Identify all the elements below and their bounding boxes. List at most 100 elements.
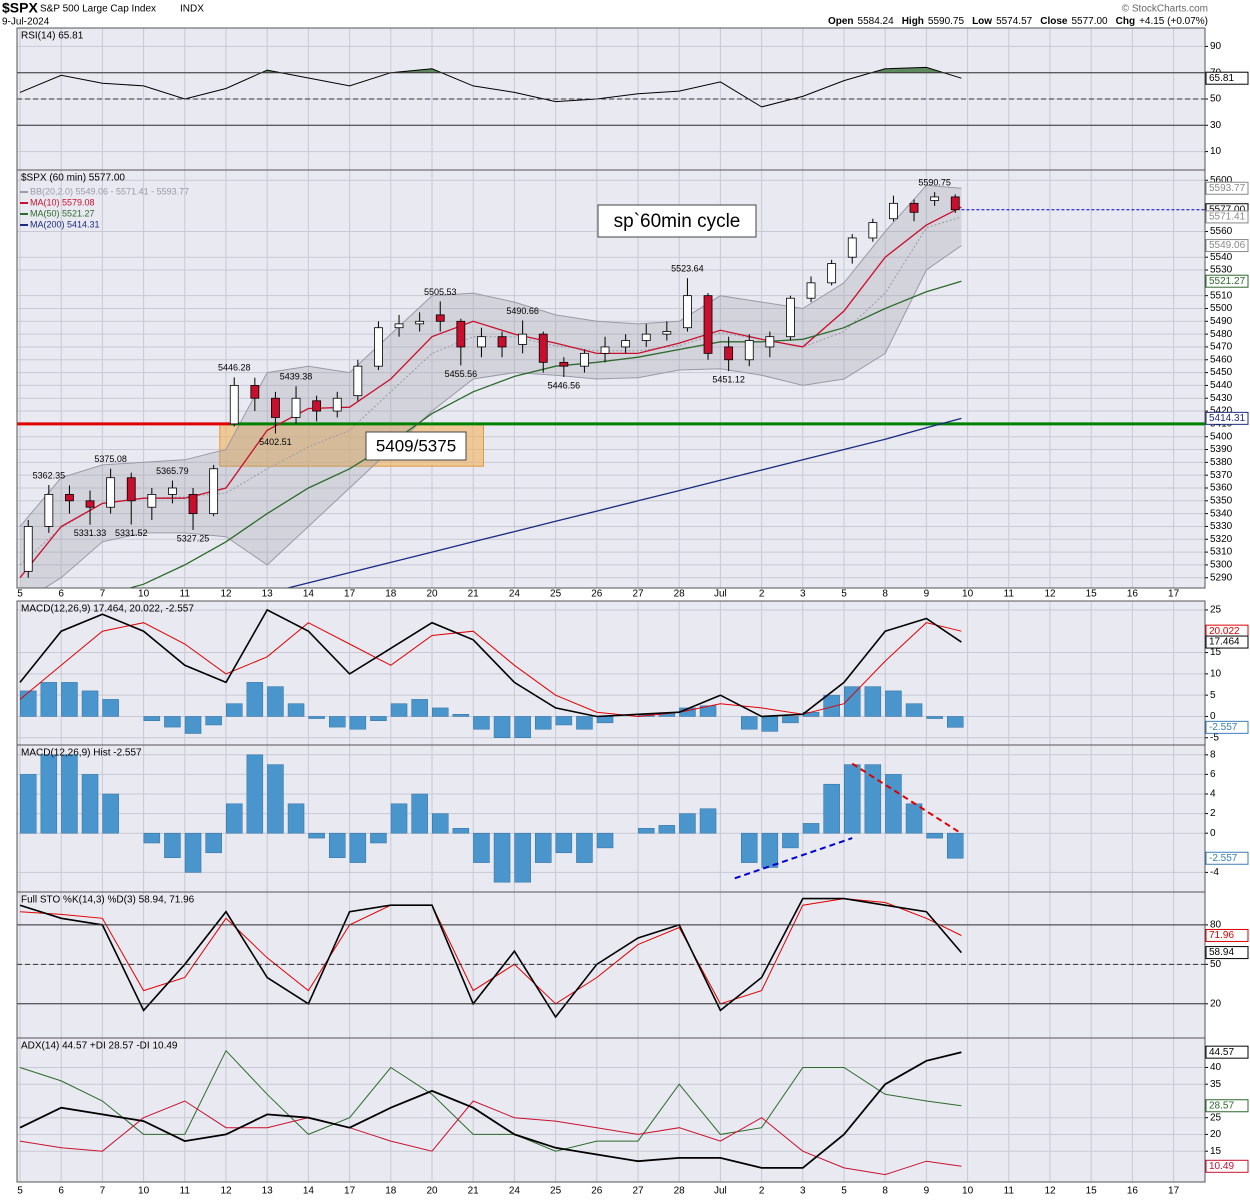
macd-histogram-bar <box>596 716 614 724</box>
candle-body <box>126 477 136 502</box>
y-tick-label: 5540 <box>1210 252 1233 263</box>
copyright: © StockCharts.com <box>1122 4 1208 15</box>
candle-body <box>930 196 940 201</box>
value-tag-label: -2.557 <box>1209 853 1238 864</box>
y-tick-label: 0 <box>1210 711 1216 722</box>
histogram-bar <box>679 813 696 834</box>
y-tick-label: 5560 <box>1210 226 1233 237</box>
macd-histogram-bar <box>246 682 264 717</box>
histogram-bar <box>823 783 840 834</box>
x-tick-label: 16 <box>1127 589 1139 600</box>
panel-title: $SPX (60 min) 5577.00 <box>21 173 125 184</box>
note-box <box>597 204 757 238</box>
candle-body <box>23 526 33 572</box>
y-tick-label: 50 <box>1210 959 1222 970</box>
low-label: 5402.51 <box>259 437 292 447</box>
high-label: 5439.38 <box>280 372 313 382</box>
high-label: 5523.64 <box>671 264 704 274</box>
value-tag <box>1205 1159 1249 1173</box>
macd-histogram-bar <box>534 716 552 730</box>
x-tick-label: 11 <box>180 589 191 600</box>
value-tag-label: 5414.31 <box>1209 413 1246 424</box>
y-tick-label: 35 <box>1210 1079 1222 1090</box>
x-tick-label: 5 <box>841 1186 847 1197</box>
panel-title: MACD(12,26,9) 17.464, 20.022, -2.557 <box>21 604 194 615</box>
low-label: 5331.33 <box>74 528 107 538</box>
security-name: S&P 500 Large Cap Index <box>40 4 156 15</box>
y-tick-label: 15 <box>1210 647 1222 658</box>
x-tick-label: 8 <box>882 589 888 600</box>
moving-average <box>285 417 962 588</box>
macd-histogram-bar <box>905 703 923 717</box>
histogram-bar <box>102 793 119 834</box>
low-label: 5446.56 <box>548 380 581 390</box>
macd-histogram-bar <box>473 716 490 730</box>
candle-body <box>312 400 322 412</box>
low-label: 5327.25 <box>177 533 210 543</box>
legend-label: MA(50) 5521.27 <box>30 208 95 218</box>
histogram-bar <box>699 808 717 834</box>
value-tag <box>1205 928 1249 942</box>
histogram-bar <box>905 803 923 834</box>
x-tick-label: 5 <box>841 589 847 600</box>
y-tick-label: 20 <box>1210 998 1222 1009</box>
histogram-bar <box>205 832 222 854</box>
macd-histogram-bar <box>267 686 284 717</box>
value-tag <box>1205 851 1249 865</box>
y-tick-label: 5430 <box>1210 393 1233 404</box>
legend-label: BB(20,2.0) 5549.06 - 5571.41 - 5593.77 <box>30 186 189 196</box>
y-tick-label: 5340 <box>1210 508 1233 519</box>
macd-histogram-bar <box>370 716 387 721</box>
macd-histogram-bar <box>328 716 346 728</box>
zone-label: 5409/5375 <box>376 436 456 455</box>
quote: Open 5584.24 High 5590.75 Low 5574.57 Close 557… <box>828 16 1208 27</box>
x-tick-label: Jul <box>714 1186 727 1197</box>
value-tag <box>1205 210 1249 224</box>
y-tick-label: 15 <box>1210 1146 1222 1157</box>
x-tick-label: 18 <box>385 589 397 600</box>
panel-background <box>17 745 1205 892</box>
candle-body <box>724 346 734 361</box>
moving-average <box>19 206 962 579</box>
x-tick-label: 12 <box>220 589 232 600</box>
adx-line <box>19 1051 962 1169</box>
x-tick-label: 7 <box>100 1186 106 1197</box>
x-tick-label: 3 <box>800 589 806 600</box>
quote-label: Open <box>828 16 854 27</box>
candle-body <box>147 493 157 508</box>
candle-body <box>477 336 486 348</box>
plot-area <box>17 897 1205 1019</box>
y-tick-label: -5 <box>1210 732 1219 743</box>
y-tick-label: 5350 <box>1210 495 1233 506</box>
macd-histogram-bar <box>411 699 428 717</box>
minus-di-line <box>19 1100 962 1176</box>
y-tick-label: 5290 <box>1210 572 1233 583</box>
y-tick-label: 5360 <box>1210 483 1233 494</box>
candle-body <box>497 336 507 348</box>
candle-body <box>641 333 651 341</box>
macd-histogram-bar <box>452 714 470 717</box>
candle-body <box>168 487 177 495</box>
macd-histogram-bar <box>946 716 964 728</box>
candle-body <box>559 361 569 367</box>
y-tick-label: 25 <box>1210 605 1222 616</box>
panel-title: Full STO %K(14,3) %D(3) 58.94, 71.96 <box>21 895 195 906</box>
macd-histogram-bar <box>225 703 243 717</box>
bb-middle <box>19 216 962 566</box>
candle-body <box>353 365 363 397</box>
histogram-bar <box>761 832 779 868</box>
macd-histogram-bar <box>823 694 840 717</box>
x-tick-label: 5 <box>17 589 23 600</box>
x-tick-label: 24 <box>509 589 521 600</box>
value-tag-label: 17.464 <box>1209 637 1240 648</box>
x-tick-label: 2 <box>759 1186 765 1197</box>
x-tick-label: 6 <box>58 1186 64 1197</box>
signal-line <box>19 622 962 718</box>
y-tick-label: 80 <box>1210 920 1222 931</box>
y-tick-label: 5470 <box>1210 342 1233 353</box>
candle-body <box>889 202 898 220</box>
legend-label: MA(200) 5414.31 <box>30 219 100 229</box>
candle-body <box>909 202 919 213</box>
candle-body <box>85 500 95 508</box>
